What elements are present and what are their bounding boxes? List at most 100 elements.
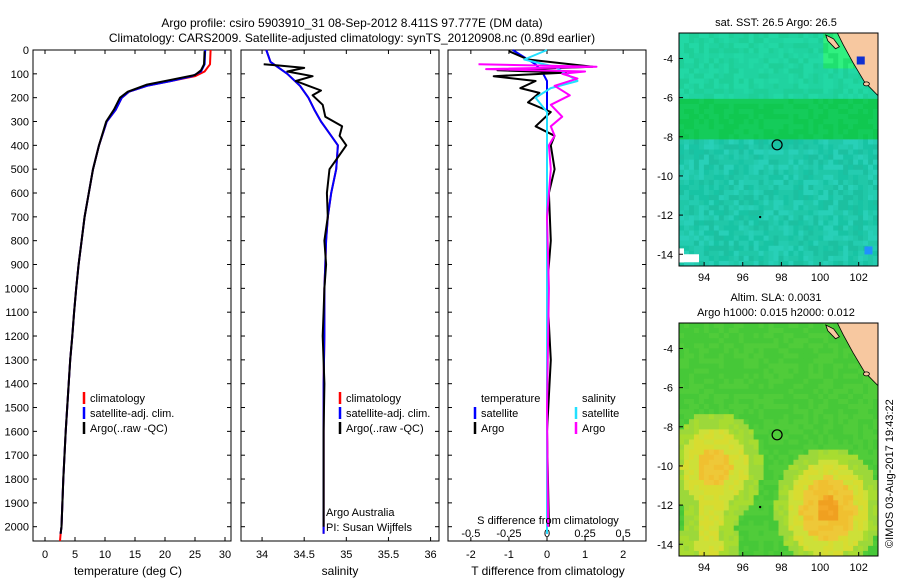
map-cell bbox=[793, 98, 799, 105]
map-cell bbox=[833, 515, 839, 521]
map-cell bbox=[813, 398, 819, 405]
map-cell bbox=[818, 510, 824, 516]
map-cell bbox=[813, 53, 819, 59]
map-cell bbox=[793, 439, 799, 445]
map-cell bbox=[708, 459, 715, 466]
map-cell bbox=[788, 154, 794, 161]
map-cell bbox=[808, 38, 814, 44]
map-cell bbox=[713, 73, 720, 79]
map-cell bbox=[703, 73, 710, 79]
map-cell bbox=[848, 260, 854, 267]
map-cell bbox=[863, 134, 869, 140]
map-cell bbox=[818, 454, 824, 461]
map-cell bbox=[733, 363, 740, 369]
map-cell bbox=[798, 515, 804, 521]
map-cell bbox=[803, 78, 809, 85]
map-cell bbox=[793, 93, 799, 100]
map-cell bbox=[858, 449, 864, 456]
map-cell bbox=[873, 469, 879, 476]
map-cell bbox=[728, 485, 735, 491]
map-x-tick-label: 98 bbox=[775, 272, 787, 284]
map-cell bbox=[798, 220, 804, 226]
map-cell bbox=[743, 68, 750, 74]
map-cell bbox=[783, 530, 789, 537]
map-cell bbox=[713, 495, 720, 501]
map-cell bbox=[783, 454, 789, 461]
map-cell bbox=[763, 83, 769, 90]
map-cell bbox=[698, 164, 705, 171]
map-cell bbox=[763, 179, 769, 186]
map-cell bbox=[693, 53, 700, 59]
map-cell bbox=[773, 108, 779, 115]
map-cell bbox=[798, 530, 804, 537]
map-cell bbox=[693, 108, 700, 115]
map-cell bbox=[679, 38, 685, 44]
map-y-tick-label: -6 bbox=[663, 93, 673, 105]
map-cell bbox=[763, 459, 769, 466]
map-cell bbox=[708, 500, 715, 506]
map-cell bbox=[679, 363, 685, 369]
map-cell bbox=[808, 114, 814, 120]
s-tick-label: -0.25 bbox=[496, 528, 521, 540]
map-cell bbox=[828, 205, 834, 211]
map-cell bbox=[683, 220, 690, 226]
map-cell bbox=[713, 184, 720, 191]
map-cell bbox=[773, 358, 779, 364]
map-cell bbox=[828, 454, 834, 461]
map-cell bbox=[788, 255, 794, 262]
map-cell bbox=[743, 469, 750, 476]
map-cell bbox=[723, 388, 730, 395]
map-cell bbox=[743, 530, 750, 537]
map-cell bbox=[798, 485, 804, 491]
map-cell bbox=[753, 200, 760, 206]
map-cell bbox=[728, 328, 735, 334]
map-cell bbox=[679, 174, 685, 181]
map-cell bbox=[823, 220, 829, 226]
map-cell bbox=[718, 98, 725, 105]
map-cell bbox=[803, 149, 809, 155]
map-cell bbox=[808, 343, 814, 349]
map-cell bbox=[713, 103, 720, 110]
map-cell bbox=[768, 464, 774, 471]
map-cell bbox=[688, 343, 695, 349]
map-cell bbox=[743, 260, 750, 267]
map-cell bbox=[679, 469, 685, 476]
map-cell bbox=[708, 190, 715, 196]
map-cell bbox=[743, 353, 750, 359]
map-cell bbox=[723, 398, 730, 405]
map-cell bbox=[788, 114, 794, 120]
map-cell bbox=[793, 68, 799, 74]
map-cell bbox=[718, 255, 725, 262]
map-cell bbox=[743, 48, 750, 54]
map-cell bbox=[748, 164, 755, 171]
map-cell bbox=[773, 505, 779, 511]
map-cell bbox=[828, 383, 834, 390]
map-cell bbox=[858, 378, 864, 385]
map-cell bbox=[718, 333, 725, 339]
map-cell bbox=[713, 48, 720, 54]
map-cell bbox=[863, 474, 869, 481]
map-cell bbox=[773, 149, 779, 155]
map-cell bbox=[743, 419, 750, 425]
map-cell bbox=[723, 429, 730, 435]
map-cell bbox=[848, 63, 854, 69]
map-cell bbox=[773, 68, 779, 74]
map-cell bbox=[868, 195, 874, 201]
map-cell bbox=[758, 179, 764, 186]
map-cell bbox=[738, 404, 745, 410]
map-cell bbox=[728, 78, 735, 85]
map-cell bbox=[763, 88, 769, 95]
map-cell bbox=[848, 358, 854, 364]
map-cell bbox=[758, 393, 764, 400]
map-cell bbox=[783, 149, 789, 155]
map-cell bbox=[683, 48, 690, 54]
map-cell bbox=[838, 154, 844, 161]
map-cell bbox=[763, 363, 769, 369]
map-cell bbox=[783, 368, 789, 375]
map-cell bbox=[823, 388, 829, 395]
map-cell bbox=[738, 169, 745, 176]
map-cell bbox=[688, 429, 695, 435]
map-cell bbox=[868, 114, 874, 120]
map-cell bbox=[713, 210, 720, 216]
map-cell bbox=[863, 525, 869, 532]
